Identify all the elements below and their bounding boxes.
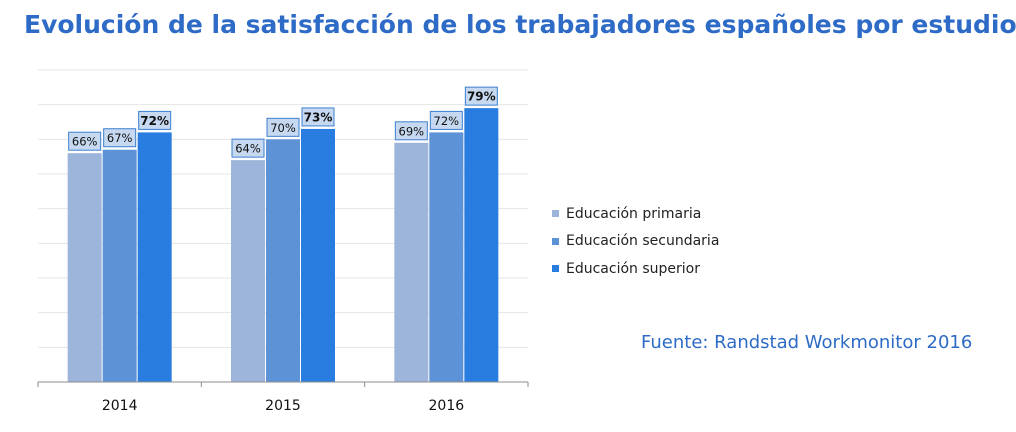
legend-label-secundaria: Educación secundaria (566, 233, 720, 250)
bar-2014-0 (67, 153, 102, 382)
bar-2016-2 (464, 108, 499, 382)
data-label: 64% (235, 142, 261, 156)
data-label-box (301, 107, 335, 127)
legend-item-primaria: Educación primaria (552, 200, 719, 228)
bar-2016-0 (394, 142, 429, 382)
data-label-box (68, 131, 102, 151)
data-label-box (138, 110, 172, 130)
source-note: Fuente: Randstad Workmonitor 2016 (641, 332, 973, 353)
data-label-box (266, 117, 300, 137)
data-label-box (231, 138, 265, 158)
data-label: 67% (107, 131, 133, 145)
bar-2015-0 (231, 160, 265, 382)
x-tick-label: 2015 (265, 398, 301, 414)
data-labels: 66% 67% 72% 64% 70% 73% 69% 72% 79% (68, 86, 498, 158)
bars (67, 108, 499, 382)
legend: Educación primaria Educación secundaria … (552, 200, 719, 283)
x-tick-label: 2016 (429, 398, 465, 414)
data-label-box (464, 86, 498, 106)
bar-2015-1 (266, 139, 300, 382)
data-label-box (103, 128, 137, 148)
bar-2014-2 (137, 132, 172, 382)
data-label: 66% (72, 135, 98, 149)
data-label: 79% (467, 90, 496, 104)
bar-2015-2 (301, 128, 335, 382)
data-label: 73% (304, 110, 333, 124)
bar-2016-1 (429, 132, 464, 382)
legend-swatch-superior (552, 265, 559, 273)
data-label-box (429, 110, 463, 130)
bar-2014-1 (102, 149, 137, 382)
legend-item-superior: Educación superior (552, 255, 719, 283)
data-label: 72% (140, 114, 169, 128)
chart-title: Evolución de la satisfacción de los trab… (24, 10, 1016, 39)
data-label: 69% (399, 124, 425, 138)
data-label-box (394, 121, 428, 141)
legend-item-secundaria: Educación secundaria (552, 228, 719, 256)
legend-label-primaria: Educación primaria (566, 205, 702, 222)
legend-swatch-primaria (552, 210, 559, 218)
data-label: 72% (434, 114, 460, 128)
x-axis: 2014 2015 2016 (37, 381, 529, 414)
legend-swatch-secundaria (552, 237, 559, 245)
legend-label-superior: Educación superior (566, 260, 700, 277)
data-label: 70% (270, 121, 296, 135)
x-tick-label: 2014 (102, 398, 138, 414)
